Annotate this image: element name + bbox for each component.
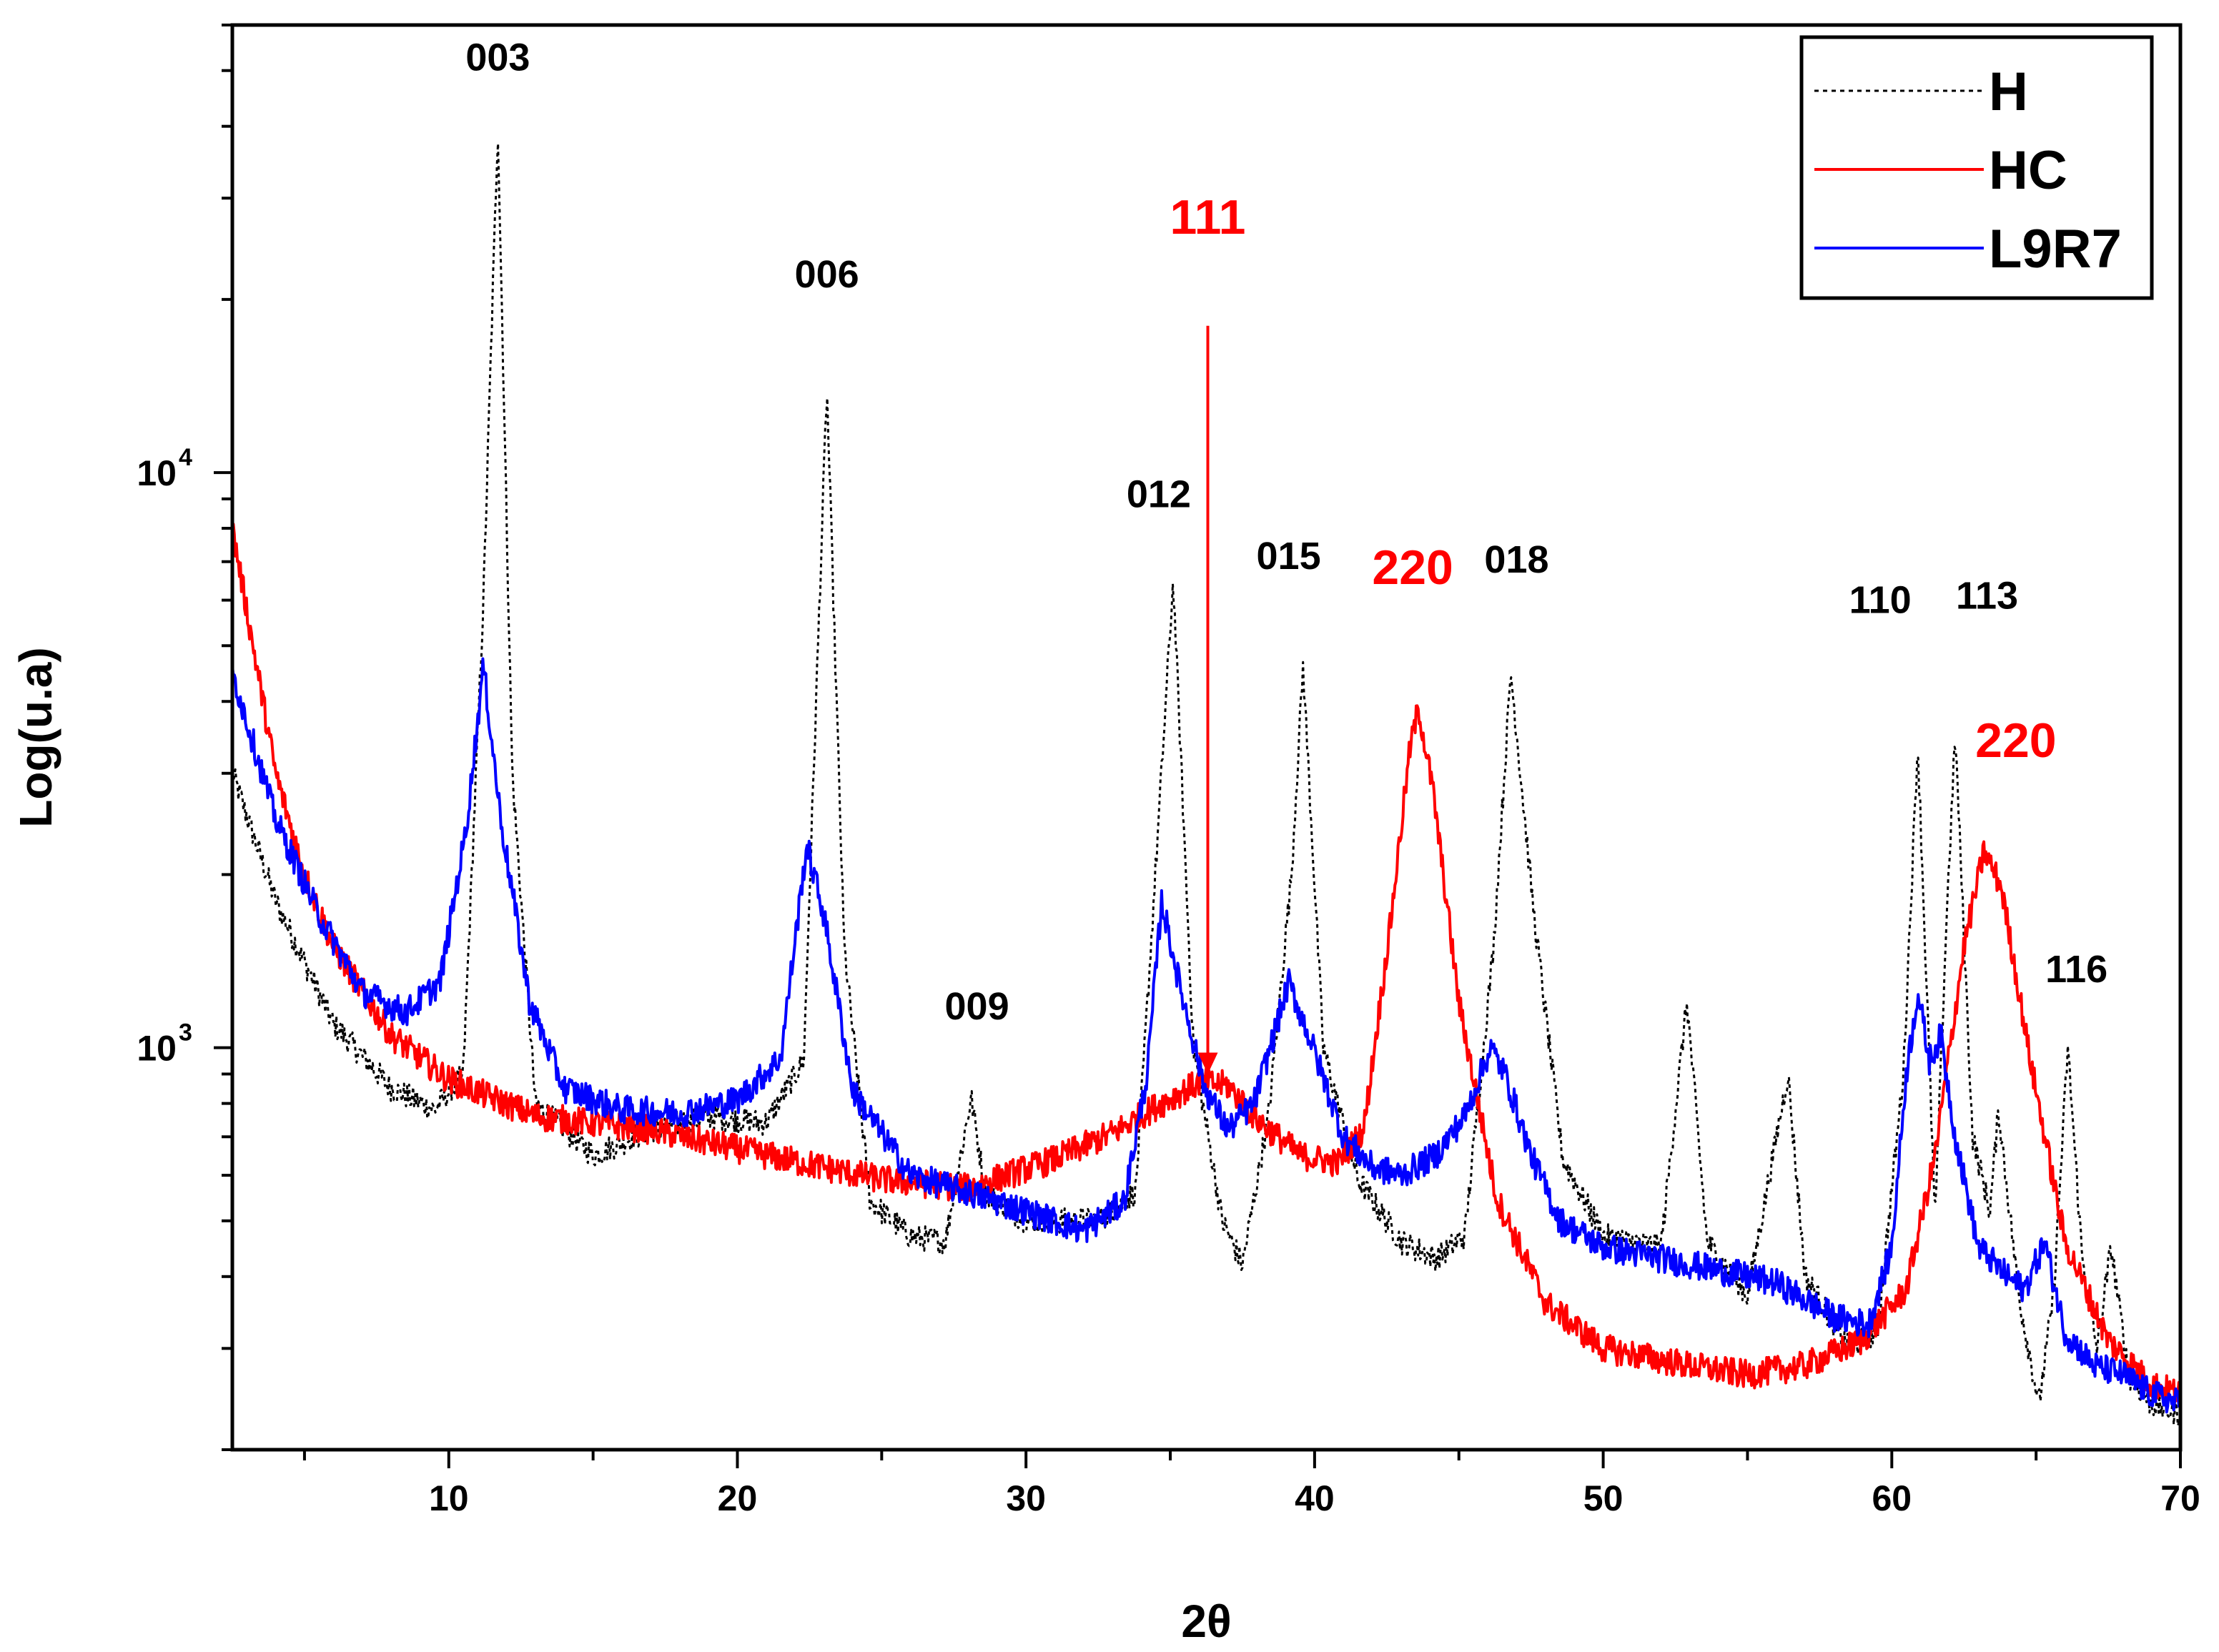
- legend-label-h: H: [1989, 61, 2028, 122]
- series-line-l9r7: [232, 657, 2180, 1414]
- x-tick-label: 50: [1583, 1478, 1624, 1518]
- peak-label-012: 012: [1127, 473, 1191, 516]
- peak-label-018: 018: [1484, 538, 1548, 581]
- legend: H HC L9R7: [1799, 35, 2154, 300]
- legend-label-l9r7: L9R7: [1989, 219, 2122, 280]
- x-tick-label: 60: [1872, 1478, 1912, 1518]
- x-tick-label: 20: [718, 1478, 758, 1518]
- peak-label-116: 116: [2045, 948, 2107, 991]
- y-tick-label-exponent: 3: [179, 1019, 192, 1047]
- peak-label-113: 113: [1956, 574, 2018, 617]
- peak-label-110: 110: [1849, 578, 1912, 621]
- peak-label-220: 220: [1372, 540, 1453, 595]
- peak-label-015: 015: [1257, 535, 1321, 578]
- y-tick-label-base: 10: [137, 453, 177, 493]
- y-axis-title: Log(u.a): [10, 647, 61, 827]
- x-tick-label: 30: [1006, 1478, 1046, 1518]
- plot-frame: [230, 23, 2183, 1452]
- peak-label-006: 006: [795, 253, 859, 296]
- legend-label-hc: HC: [1989, 140, 2067, 201]
- peak-label-003: 003: [465, 36, 530, 79]
- x-tick-label: 40: [1295, 1478, 1335, 1518]
- y-tick-label-base: 10: [137, 1029, 177, 1069]
- x-tick-label: 10: [429, 1478, 469, 1518]
- x-axis-title: 2θ: [1181, 1596, 1231, 1647]
- legend-box: [1799, 35, 2154, 300]
- y-tick-label-exponent: 4: [179, 444, 192, 471]
- peak-label-111: 111: [1170, 190, 1246, 244]
- peak-label-220: 220: [1975, 713, 2056, 768]
- peak-label-009: 009: [945, 985, 1009, 1028]
- annotation-arrow-head: [1197, 1052, 1218, 1074]
- x-tick-label: 70: [2160, 1478, 2200, 1518]
